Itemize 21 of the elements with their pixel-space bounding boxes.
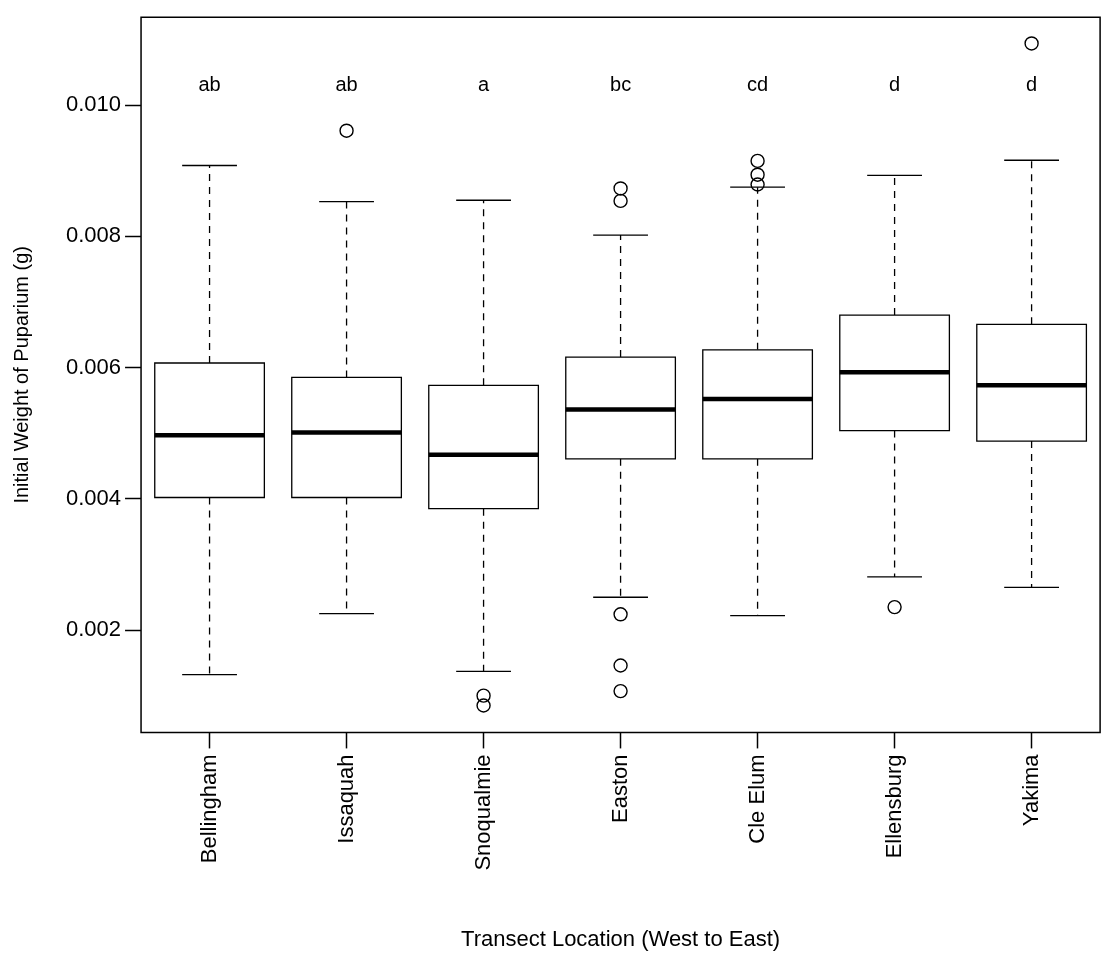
- y-tick-label: 0.002: [65, 616, 122, 642]
- annotation: d: [1026, 72, 1038, 95]
- x-tick-label: Bellingham: [195, 754, 221, 864]
- y-tick-label: 0.008: [65, 222, 122, 248]
- x-axis-title: Transect Location (West to East): [461, 925, 781, 951]
- annotation: bc: [610, 72, 632, 95]
- x-tick-label: Ellensburg: [880, 754, 906, 859]
- annotation: ab: [198, 72, 221, 95]
- x-tick-label: Cle Elum: [743, 754, 769, 844]
- y-tick-label: 0.010: [65, 91, 122, 117]
- annotation: a: [478, 72, 491, 95]
- y-tick-label: 0.006: [65, 353, 122, 379]
- annotation: ab: [335, 72, 358, 95]
- x-tick-label: Issaquah: [332, 754, 358, 844]
- y-axis-title: Initial Weight of Puparium (g): [9, 246, 32, 504]
- x-tick-label: Yakima: [1017, 753, 1043, 827]
- x-tick-label: Easton: [606, 754, 632, 823]
- y-tick-label: 0.004: [65, 484, 122, 510]
- annotation: cd: [747, 72, 769, 95]
- x-tick-label: Snoqualmie: [469, 754, 495, 871]
- annotation: d: [889, 72, 901, 95]
